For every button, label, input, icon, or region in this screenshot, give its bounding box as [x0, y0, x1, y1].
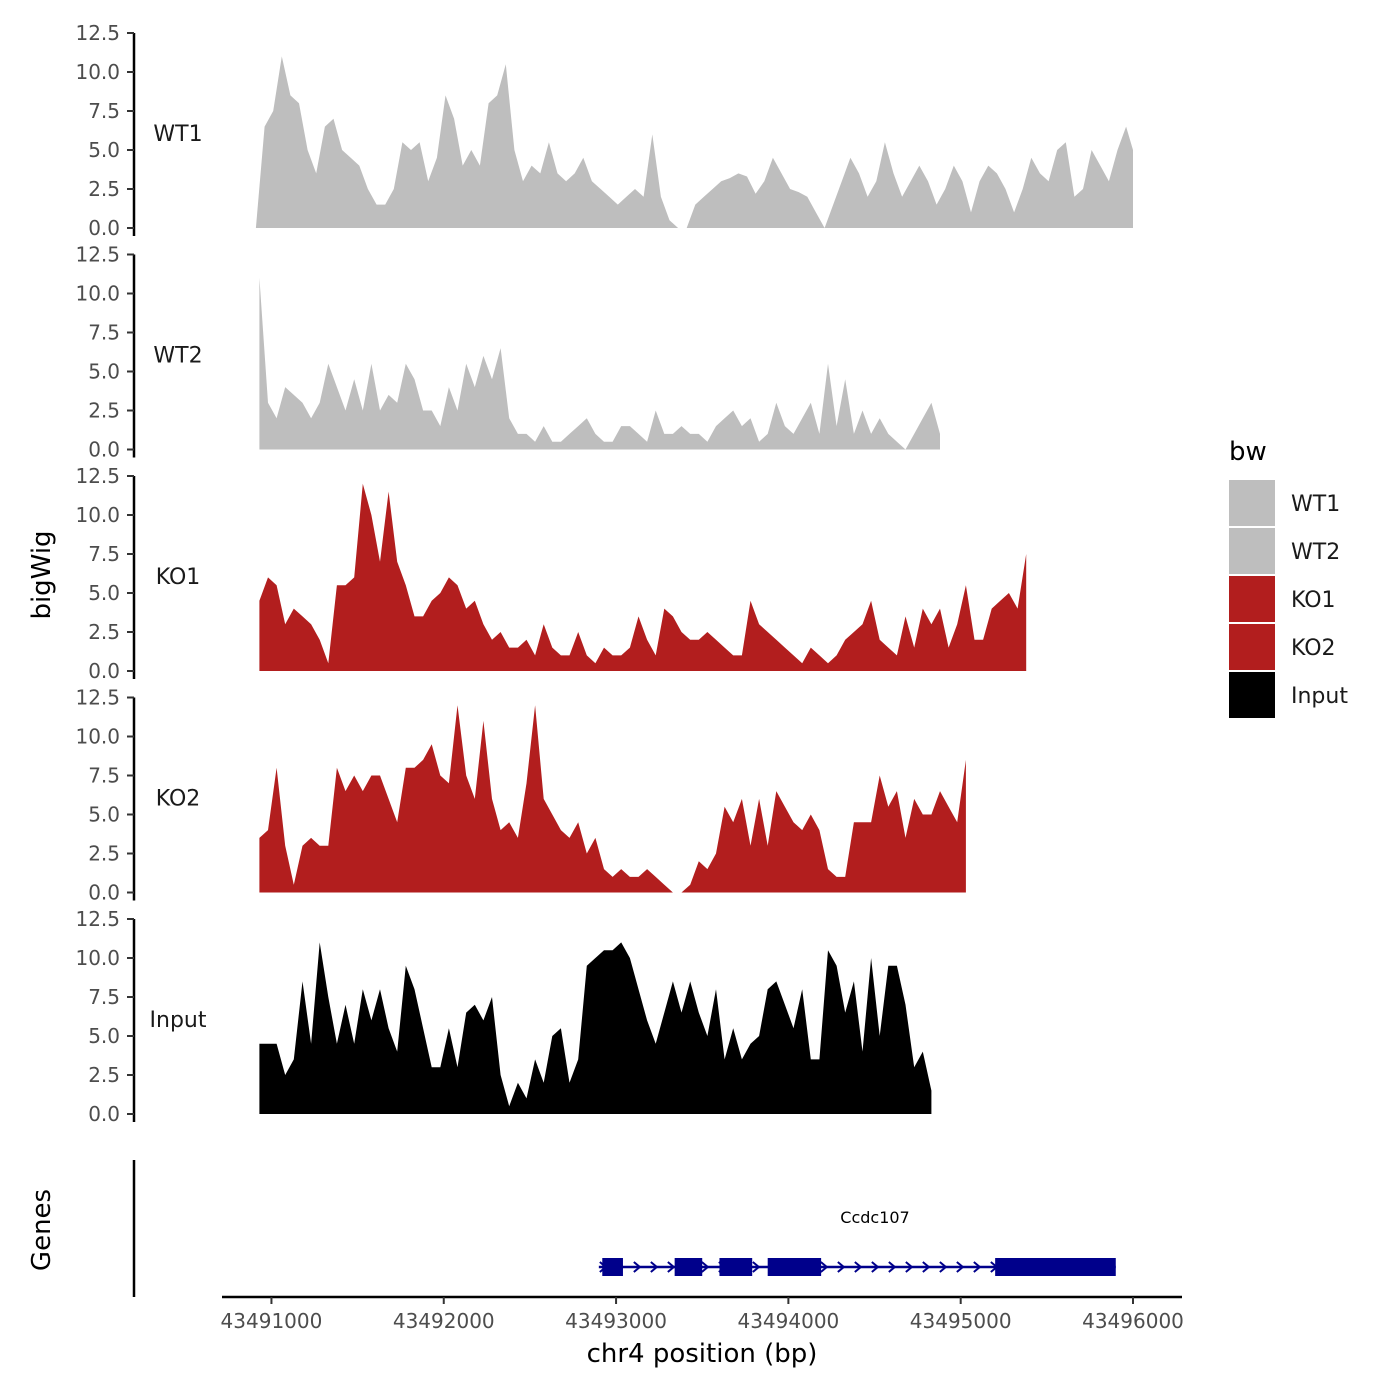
y-tick-label: 0.0: [88, 438, 120, 462]
x-tick-label: 43495000: [910, 1309, 1012, 1333]
x-tick-label: 43494000: [737, 1309, 839, 1333]
track-label-ko2: KO2: [156, 787, 201, 812]
y-tick-label: 10.0: [75, 60, 120, 84]
y-tick-label: 7.5: [88, 99, 120, 123]
legend-label-wt2: WT2: [1291, 540, 1340, 565]
y-tick-label: 12.5: [75, 243, 120, 267]
y-tick-label: 10.0: [75, 503, 120, 527]
y-tick-label: 2.5: [88, 620, 120, 644]
exon-block: [767, 1258, 822, 1276]
legend-key-wt1: [1229, 480, 1275, 526]
y-tick-label: 5.0: [88, 803, 120, 827]
strand-arrow: [854, 1261, 863, 1273]
track-wt2: 0.0 2.5 5.0 7.5 10.0 12.5 WT2: [75, 243, 940, 462]
y-tick-label: 10.0: [75, 725, 120, 749]
legend-label-wt1: WT1: [1291, 492, 1340, 517]
strand-arrow: [752, 1261, 761, 1273]
track-input: 0.0 2.5 5.0 7.5 10.0 12.5 Input: [75, 907, 932, 1126]
strand-arrow: [633, 1261, 642, 1273]
y-tick-label: 0.0: [88, 1102, 120, 1126]
legend-key-input: [1229, 672, 1275, 718]
track-label-wt2: WT2: [153, 344, 202, 369]
signal-area-wt1: [255, 56, 1133, 229]
track-label-ko1: KO1: [156, 565, 201, 590]
x-tick-label: 43496000: [1082, 1309, 1184, 1333]
legend-label-ko2: KO2: [1291, 636, 1336, 661]
y-tick-label: 5.0: [88, 360, 120, 384]
strand-arrow: [650, 1261, 659, 1273]
legend-label-input: Input: [1291, 684, 1348, 709]
strand-arrow: [667, 1261, 676, 1273]
y-tick-label: 10.0: [75, 282, 120, 306]
y-tick-label: 2.5: [88, 399, 120, 423]
y-tick-label: 7.5: [88, 764, 120, 788]
y-tick-label: 7.5: [88, 985, 120, 1009]
y-tick-label: 2.5: [88, 177, 120, 201]
signal-area-input: [259, 942, 932, 1114]
signal-area-ko1: [259, 483, 1027, 671]
y-tick-label: 10.0: [75, 946, 120, 970]
y-tick-label: 12.5: [75, 464, 120, 488]
legend-key-ko1: [1229, 576, 1275, 622]
gene-ccdc107: Ccdc107: [598, 1208, 1116, 1276]
signal-area-ko2: [259, 705, 966, 893]
signal-tracks: 0.0 2.5 5.0 7.5 10.0 12.5 WT1 0.0 2.5 5.0 7.5 10.0 1…: [75, 21, 1133, 1126]
y-tick-label: 5.0: [88, 581, 120, 605]
y-tick-label: 5.0: [88, 1024, 120, 1048]
strand-arrow: [837, 1261, 846, 1273]
y-tick-label: 2.5: [88, 842, 120, 866]
y-tick-label: 2.5: [88, 1063, 120, 1087]
gene-name-label: Ccdc107: [840, 1208, 909, 1227]
exon-block: [674, 1258, 703, 1276]
y-tick-label: 0.0: [88, 659, 120, 683]
track-label-wt1: WT1: [153, 122, 202, 147]
exon-block: [602, 1258, 623, 1276]
exon-block: [995, 1258, 1116, 1276]
x-axis-title: chr4 position (bp): [587, 1339, 818, 1369]
y-tick-label: 12.5: [75, 907, 120, 931]
legend-key-ko2: [1229, 624, 1275, 670]
signal-area-wt2: [259, 277, 940, 450]
strand-arrow: [905, 1261, 914, 1273]
track-label-input: Input: [150, 1008, 207, 1033]
x-tick-label: 43491000: [221, 1309, 323, 1333]
legend-key-wt2: [1229, 528, 1275, 574]
y-tick-label: 5.0: [88, 138, 120, 162]
strand-arrow: [820, 1261, 829, 1273]
x-tick-label: 43493000: [565, 1309, 667, 1333]
gene-track: Genes Ccdc107: [27, 1160, 1116, 1297]
strand-arrow: [888, 1261, 897, 1273]
strand-arrow: [956, 1261, 965, 1273]
strand-arrow: [922, 1261, 931, 1273]
gene-track-title: Genes: [27, 1189, 57, 1271]
y-tick-label: 12.5: [75, 21, 120, 45]
y-tick-label: 7.5: [88, 321, 120, 345]
y-tick-label: 7.5: [88, 542, 120, 566]
strand-arrow: [701, 1261, 710, 1273]
legend-title: bw: [1229, 437, 1267, 467]
exon-block: [719, 1258, 753, 1276]
track-ko1: 0.0 2.5 5.0 7.5 10.0 12.5 KO1: [75, 464, 1027, 683]
x-tick-label: 43492000: [393, 1309, 495, 1333]
x-axis: chr4 position (bp) 43491000 43492000 43493…: [221, 1295, 1184, 1369]
strand-arrow: [939, 1261, 948, 1273]
y-tick-label: 12.5: [75, 686, 120, 710]
legend-label-ko1: KO1: [1291, 588, 1336, 613]
track-wt1: 0.0 2.5 5.0 7.5 10.0 12.5 WT1: [75, 21, 1133, 240]
strand-arrow: [871, 1261, 880, 1273]
y-axis-title: bigWig: [27, 530, 57, 619]
legend: bw WT1 WT2 KO1 KO2 Input: [1229, 437, 1348, 718]
strand-arrow: [973, 1261, 982, 1273]
y-tick-label: 0.0: [88, 881, 120, 905]
y-tick-label: 0.0: [88, 216, 120, 240]
track-ko2: 0.0 2.5 5.0 7.5 10.0 12.5 KO2: [75, 686, 966, 905]
